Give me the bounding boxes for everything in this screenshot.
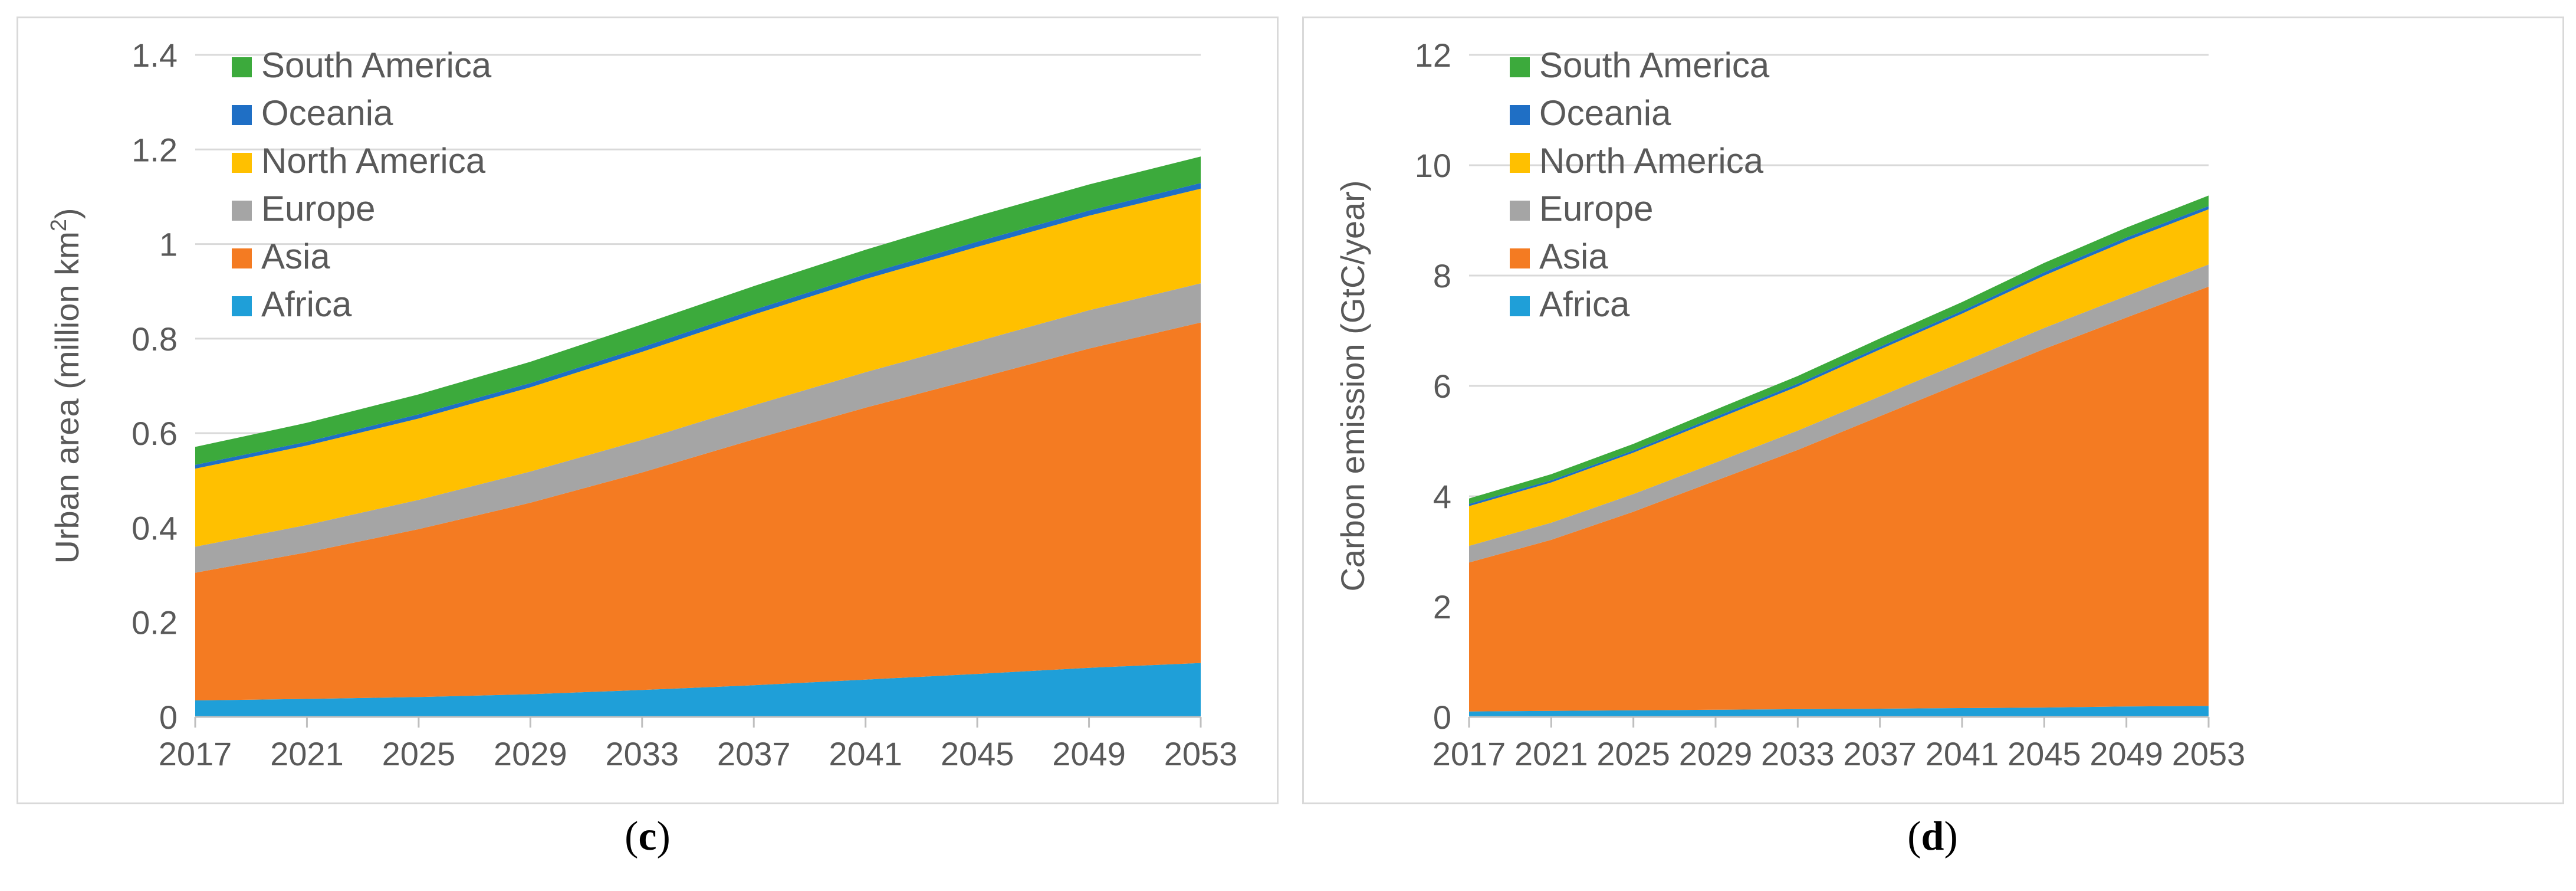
x-tick-label: 2041 bbox=[1926, 735, 1999, 772]
legend-swatch-asia bbox=[232, 248, 252, 268]
x-tick-label: 2017 bbox=[1432, 735, 1506, 772]
area-series-africa bbox=[1469, 706, 2209, 717]
x-tick-label: 2017 bbox=[159, 735, 232, 772]
y-axis-title-superscript: 2 bbox=[47, 219, 71, 231]
legend-label-south-america: South America bbox=[261, 45, 492, 85]
x-tick-label: 2045 bbox=[941, 735, 1014, 772]
legend-swatch-europe bbox=[1510, 201, 1530, 221]
area-series-africa bbox=[195, 663, 1201, 717]
y-tick-label: 1.4 bbox=[132, 37, 178, 74]
x-tick-label: 2053 bbox=[2172, 735, 2246, 772]
x-tick-label: 2049 bbox=[1052, 735, 1126, 772]
area-series-south-america bbox=[1469, 195, 2209, 505]
y-tick-label: 8 bbox=[1433, 257, 1451, 294]
legend-swatch-africa bbox=[232, 296, 252, 316]
x-tick-label: 2033 bbox=[1761, 735, 1835, 772]
y-tick-label: 2 bbox=[1433, 588, 1451, 625]
x-tick-label: 2037 bbox=[717, 735, 791, 772]
y-tick-label: 6 bbox=[1433, 368, 1451, 405]
area-series-oceania bbox=[195, 183, 1201, 469]
legend-swatch-oceania bbox=[232, 105, 252, 125]
caption-c-letter: c bbox=[638, 814, 657, 859]
x-tick-label: 2037 bbox=[1843, 735, 1917, 772]
legend-label-europe: Europe bbox=[261, 189, 375, 228]
legend-swatch-europe bbox=[232, 201, 252, 221]
legend-swatch-north-america bbox=[232, 153, 252, 173]
y-tick-label: 0.8 bbox=[132, 320, 178, 358]
caption-c: (c) bbox=[625, 814, 671, 859]
caption-d-letter: d bbox=[1921, 814, 1944, 859]
x-tick-label: 2021 bbox=[1514, 735, 1588, 772]
caption-d: (d) bbox=[1907, 814, 1958, 859]
y-tick-label: 0.6 bbox=[132, 415, 178, 452]
area-series-north-america bbox=[195, 188, 1201, 547]
legend-swatch-south-america bbox=[232, 57, 252, 77]
legend-label-africa: Africa bbox=[1539, 284, 1630, 324]
x-tick-label: 2033 bbox=[605, 735, 679, 772]
x-tick-label: 2049 bbox=[2089, 735, 2163, 772]
y-tick-label: 0 bbox=[1433, 699, 1451, 736]
area-series-asia bbox=[1469, 286, 2209, 712]
legend-label-asia: Asia bbox=[1539, 237, 1608, 276]
x-tick-label: 2021 bbox=[270, 735, 344, 772]
chart-panel-d: 0 2 4 6 8 10 12 2017 2021 2025 2029 2033 2037 2041 204… bbox=[1302, 17, 2564, 804]
legend-label-north-america: North America bbox=[261, 141, 486, 181]
y-axis-title: Urban area (million km2) bbox=[47, 208, 86, 564]
x-tick-label: 2029 bbox=[1679, 735, 1753, 772]
y-tick-label: 12 bbox=[1415, 37, 1451, 74]
area-series-oceania bbox=[1469, 206, 2209, 506]
y-tick-label: 1 bbox=[159, 226, 178, 263]
y-axis-title-close: ) bbox=[48, 208, 86, 219]
y-axis-title: Carbon emission (GtC/year) bbox=[1334, 180, 1371, 591]
legend-label-africa: Africa bbox=[261, 284, 352, 324]
area-chart-urban-area: 0 0.2 0.4 0.6 0.8 1 1.2 1.4 2017 2021 2025 2029 2033… bbox=[47, 37, 1238, 772]
area-series-asia bbox=[195, 322, 1201, 700]
y-tick-label: 0.2 bbox=[132, 604, 178, 641]
chart-panel-c: 0 0.2 0.4 0.6 0.8 1 1.2 1.4 2017 2021 2025 2029 2033… bbox=[17, 17, 1279, 804]
x-tick-label: 2045 bbox=[2007, 735, 2081, 772]
legend-swatch-north-america bbox=[1510, 153, 1530, 173]
legend-label-asia: Asia bbox=[261, 237, 330, 276]
legend-label-oceania: Oceania bbox=[261, 93, 393, 133]
x-tick-label: 2053 bbox=[1164, 735, 1238, 772]
x-tick-label: 2041 bbox=[829, 735, 902, 772]
area-series-south-america bbox=[195, 156, 1201, 465]
x-tick-label: 2025 bbox=[1596, 735, 1670, 772]
x-tick-label: 2029 bbox=[494, 735, 567, 772]
y-tick-label: 10 bbox=[1415, 147, 1451, 184]
legend-swatch-africa bbox=[1510, 296, 1530, 316]
legend-swatch-asia bbox=[1510, 248, 1530, 268]
y-tick-label: 0.4 bbox=[132, 509, 178, 546]
legend-label-south-america: South America bbox=[1539, 45, 1770, 85]
legend-label-oceania: Oceania bbox=[1539, 93, 1671, 133]
y-tick-label: 0 bbox=[159, 699, 178, 736]
y-tick-label: 1.2 bbox=[132, 131, 178, 168]
area-series-north-america bbox=[1469, 209, 2209, 546]
legend-label-north-america: North America bbox=[1539, 141, 1764, 181]
legend-swatch-oceania bbox=[1510, 105, 1530, 125]
area-series-europe bbox=[195, 283, 1201, 573]
legend-label-europe: Europe bbox=[1539, 189, 1653, 228]
x-tick-label: 2025 bbox=[382, 735, 456, 772]
legend-swatch-south-america bbox=[1510, 57, 1530, 77]
y-tick-label: 4 bbox=[1433, 478, 1451, 515]
